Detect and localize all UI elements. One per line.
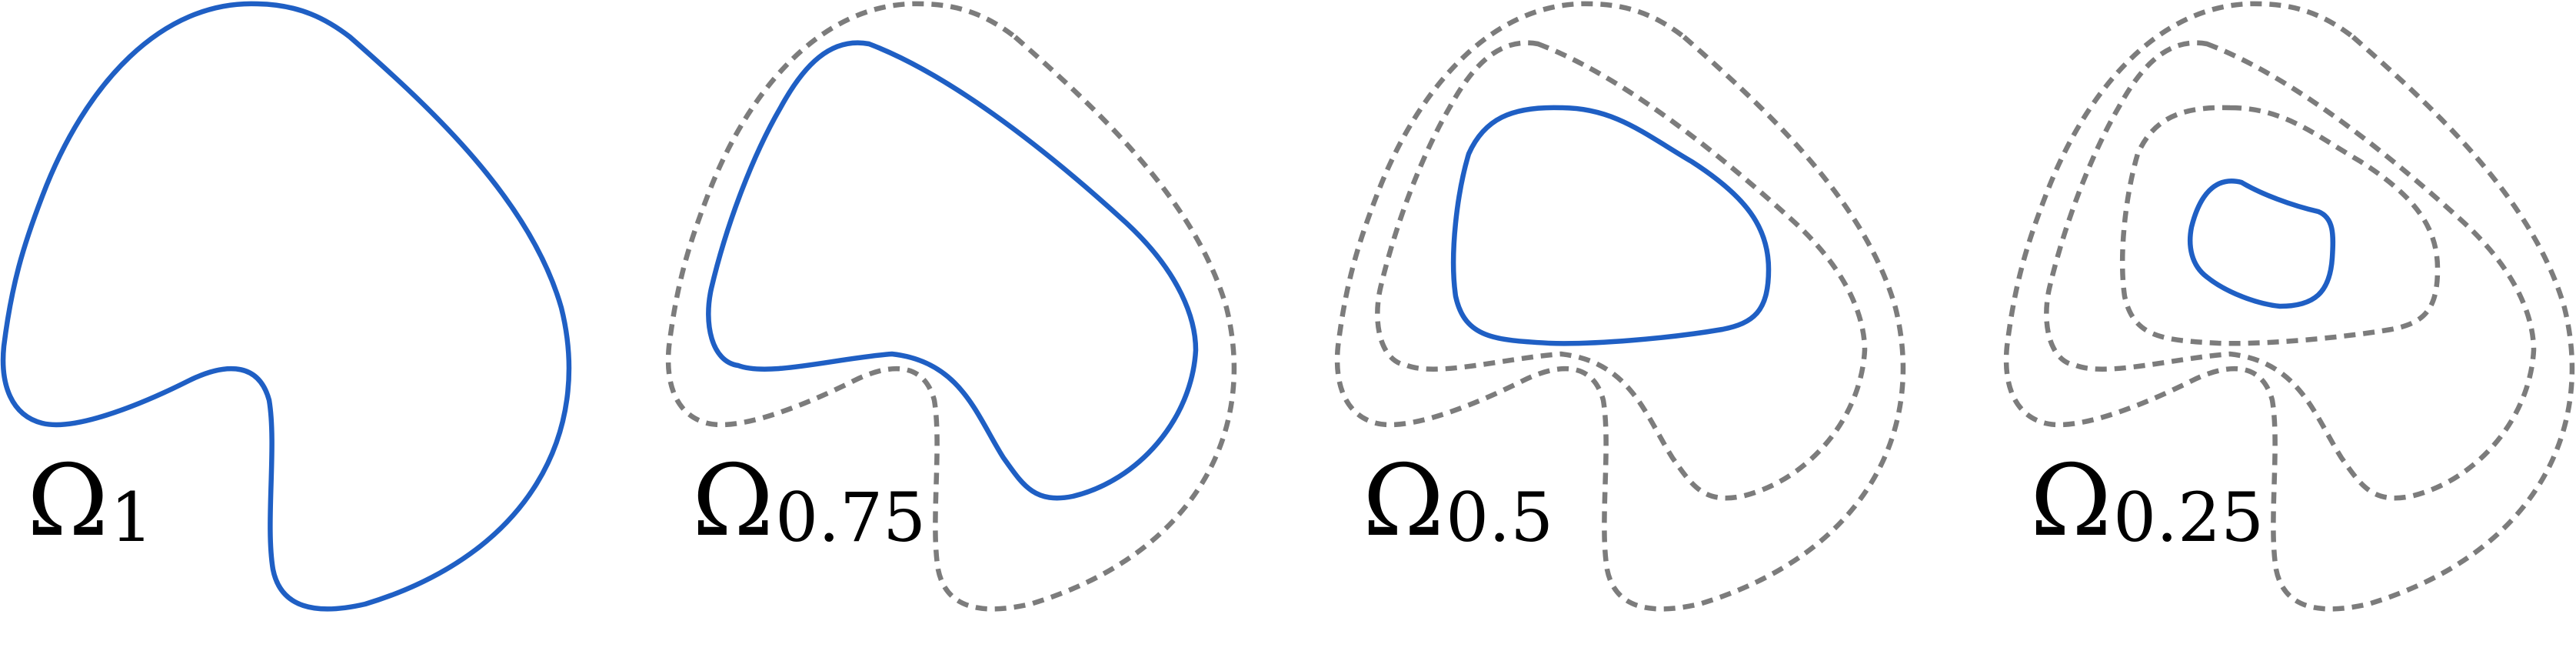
subscript: 0.5 <box>1446 478 1553 557</box>
subscript: 0.75 <box>775 478 926 557</box>
panel-omega-1: Ω1 <box>3 4 569 609</box>
panel-label: Ω0.25 <box>2030 444 2264 559</box>
previous-boundary-2 <box>2046 43 2534 499</box>
panel-label: Ω1 <box>27 444 153 559</box>
current-boundary <box>1453 108 1769 343</box>
omega-symbol: Ω <box>1363 444 1444 559</box>
panel-omega-05: Ω0.5 <box>1337 4 1903 609</box>
subscript: 0.25 <box>2113 478 2264 557</box>
current-boundary <box>2190 181 2333 306</box>
subscript: 1 <box>110 478 153 557</box>
previous-boundary-2 <box>1377 43 1865 499</box>
panel-label: Ω0.75 <box>692 444 926 559</box>
omega-symbol: Ω <box>692 444 774 559</box>
panel-label: Ω0.5 <box>1363 444 1553 559</box>
panel-omega-075: Ω0.75 <box>668 4 1234 609</box>
current-boundary <box>708 43 1196 499</box>
omega-symbol: Ω <box>27 444 108 559</box>
panel-omega-025: Ω0.25 <box>2006 4 2572 609</box>
omega-symbol: Ω <box>2030 444 2112 559</box>
